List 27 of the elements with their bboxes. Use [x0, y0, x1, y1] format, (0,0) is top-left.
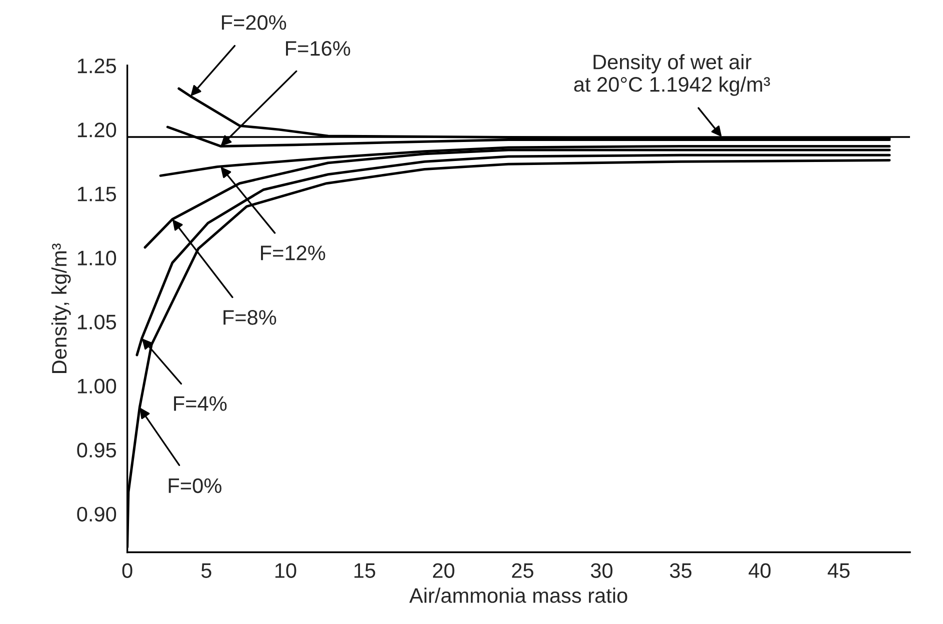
x-tick-label: 20	[433, 563, 454, 578]
y-axis-title: Density, kg/m³	[51, 243, 71, 373]
y-tick-label: 1.20	[78, 122, 116, 138]
y-tick-label: 1.10	[78, 250, 116, 266]
y-tick-label: 1.00	[78, 378, 116, 394]
annotation: Density of wet air at 20°C 1.1942 kg/m³	[574, 54, 770, 96]
x-tick-label: 45	[828, 563, 850, 578]
y-tick-label: 1.05	[78, 314, 116, 330]
x-axis-title: Air/ammonia mass ratio	[409, 588, 628, 603]
x-tick-label: 25	[512, 563, 534, 578]
y-tick-label: 0.90	[77, 506, 116, 522]
annotation: F=4%	[174, 396, 227, 411]
y-tick-label: 1.25	[78, 58, 116, 74]
y-tick-label: 1.15	[78, 186, 116, 202]
x-tick-label: 35	[670, 563, 692, 578]
x-tick-label: 5	[201, 563, 212, 578]
annotation: F=16%	[286, 41, 350, 56]
x-tick-label: 40	[748, 563, 771, 578]
x-tick-label: 0	[122, 563, 132, 578]
annotation: F=0%	[168, 478, 222, 494]
y-tick-label: 0.95	[77, 442, 116, 458]
annotation: F=20%	[222, 15, 286, 30]
x-tick-label: 15	[354, 563, 376, 578]
annotation: F=12%	[261, 246, 326, 260]
x-tick-label: 30	[590, 563, 612, 578]
annotation: F=8%	[224, 310, 276, 325]
x-tick-label: 10	[275, 563, 296, 578]
